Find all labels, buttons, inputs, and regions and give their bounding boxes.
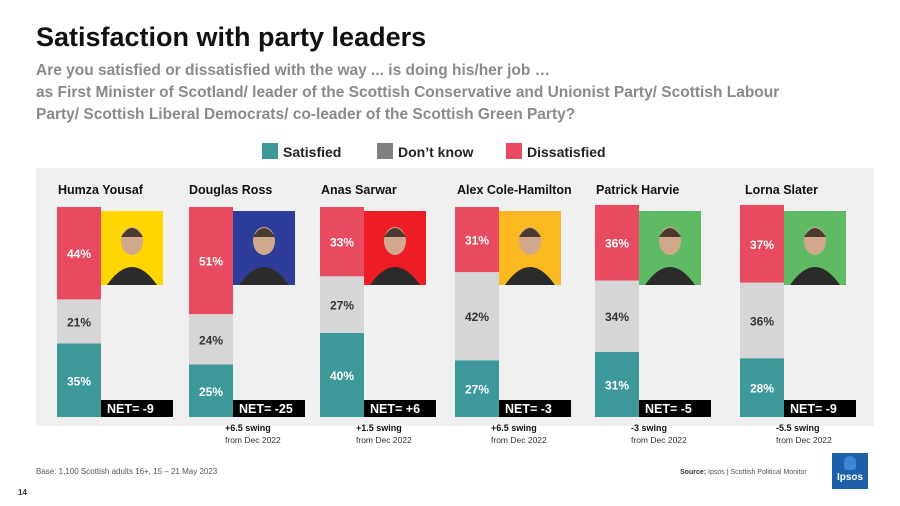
question-line-1: Are you satisfied or dissatisfied with t… bbox=[36, 62, 551, 79]
legend-label-satisfied: Satisfied bbox=[283, 144, 342, 160]
net-label-anas-sarwar: NET= +6 bbox=[370, 402, 420, 416]
data-label-dissatisfied-anas-sarwar: 33% bbox=[330, 236, 354, 250]
data-label-don-t-know-alex-cole-hamilton: 42% bbox=[465, 310, 489, 324]
data-label-satisfied-douglas-ross: 25% bbox=[199, 385, 223, 399]
ipsos-logo: Ipsos bbox=[832, 453, 868, 489]
leader-photo-shoulders-douglas-ross bbox=[239, 267, 289, 285]
bar-satisfied-humza-yousaf bbox=[57, 343, 101, 417]
swing-note-anas-sarwar: from Dec 2022 bbox=[356, 435, 412, 445]
swing-value-patrick-harvie: -3 swing bbox=[631, 423, 667, 433]
bar-dissatisfied-anas-sarwar bbox=[320, 207, 364, 277]
legend-label-dissatisfied: Dissatisfied bbox=[527, 144, 606, 160]
net-label-patrick-harvie: NET= -5 bbox=[645, 402, 692, 416]
question-line-2: as First Minister of Scotland/ leader of… bbox=[36, 84, 780, 101]
data-label-dissatisfied-alex-cole-hamilton: 31% bbox=[465, 234, 489, 248]
legend-label-dont-know: Don’t know bbox=[398, 144, 474, 160]
net-label-douglas-ross: NET= -25 bbox=[239, 402, 293, 416]
swing-note-douglas-ross: from Dec 2022 bbox=[225, 435, 281, 445]
page-number: 14 bbox=[18, 488, 27, 497]
bar-don-t-know-douglas-ross bbox=[189, 314, 233, 365]
bar-satisfied-alex-cole-hamilton bbox=[455, 360, 499, 417]
leader-photo-shoulders-humza-yousaf bbox=[107, 267, 157, 285]
leader-photo-hair-alex-cole-hamilton bbox=[519, 228, 541, 237]
bar-dissatisfied-humza-yousaf bbox=[57, 207, 101, 300]
leader-photo-hair-anas-sarwar bbox=[384, 228, 406, 237]
base-note: Base: 1,100 Scottish adults 16+, 15 – 21… bbox=[36, 467, 218, 476]
swing-note-lorna-slater: from Dec 2022 bbox=[776, 435, 832, 445]
source-note: Source: Ipsos | Scottish Political Monit… bbox=[680, 469, 807, 476]
bar-don-t-know-patrick-harvie bbox=[595, 280, 639, 352]
data-label-dissatisfied-douglas-ross: 51% bbox=[199, 255, 223, 269]
legend-swatch-dont-know bbox=[377, 143, 393, 159]
net-box-douglas-ross bbox=[233, 400, 305, 417]
bar-satisfied-patrick-harvie bbox=[595, 351, 639, 417]
bar-satisfied-anas-sarwar bbox=[320, 333, 364, 417]
bar-dissatisfied-patrick-harvie bbox=[595, 204, 639, 281]
data-label-don-t-know-patrick-harvie: 34% bbox=[605, 310, 629, 324]
leader-photo-shoulders-lorna-slater bbox=[790, 267, 840, 285]
source-label: Source: bbox=[680, 469, 707, 476]
swing-value-lorna-slater: -5.5 swing bbox=[776, 423, 820, 433]
swing-value-anas-sarwar: +1.5 swing bbox=[356, 423, 402, 433]
bar-dissatisfied-alex-cole-hamilton bbox=[455, 207, 499, 273]
leader-name-lorna-slater: Lorna Slater bbox=[745, 183, 818, 197]
source-text: Ipsos | Scottish Political Monitor bbox=[708, 469, 807, 476]
data-label-dissatisfied-patrick-harvie: 36% bbox=[605, 237, 629, 251]
bar-don-t-know-alex-cole-hamilton bbox=[455, 272, 499, 361]
data-label-dissatisfied-humza-yousaf: 44% bbox=[67, 247, 91, 261]
data-label-satisfied-patrick-harvie: 31% bbox=[605, 378, 629, 392]
leader-photo-shoulders-patrick-harvie bbox=[645, 267, 695, 285]
leader-name-douglas-ross: Douglas Ross bbox=[189, 183, 272, 197]
leader-name-humza-yousaf: Humza Yousaf bbox=[58, 183, 144, 197]
swing-note-patrick-harvie: from Dec 2022 bbox=[631, 435, 687, 445]
leader-photo-hair-douglas-ross bbox=[253, 228, 275, 237]
data-label-don-t-know-anas-sarwar: 27% bbox=[330, 299, 354, 313]
net-box-humza-yousaf bbox=[101, 400, 173, 417]
leader-name-anas-sarwar: Anas Sarwar bbox=[321, 183, 397, 197]
net-box-anas-sarwar bbox=[364, 400, 436, 417]
data-label-don-t-know-humza-yousaf: 21% bbox=[67, 315, 91, 329]
net-box-patrick-harvie bbox=[639, 400, 711, 417]
net-box-lorna-slater bbox=[784, 400, 856, 417]
question-text: Are you satisfied or dissatisfied with t… bbox=[36, 60, 876, 126]
data-label-satisfied-humza-yousaf: 35% bbox=[67, 374, 91, 388]
bar-satisfied-douglas-ross bbox=[189, 364, 233, 417]
swing-note-alex-cole-hamilton: from Dec 2022 bbox=[491, 435, 547, 445]
question-line-3: Party/ Scottish Liberal Democrats/ co-le… bbox=[36, 106, 576, 123]
data-label-satisfied-anas-sarwar: 40% bbox=[330, 369, 354, 383]
net-box-alex-cole-hamilton bbox=[499, 400, 571, 417]
net-label-lorna-slater: NET= -9 bbox=[790, 402, 837, 416]
net-label-alex-cole-hamilton: NET= -3 bbox=[505, 402, 552, 416]
bar-satisfied-lorna-slater bbox=[740, 358, 784, 417]
leader-name-alex-cole-hamilton: Alex Cole-Hamilton bbox=[457, 183, 572, 197]
bar-dissatisfied-douglas-ross bbox=[189, 207, 233, 315]
swing-value-alex-cole-hamilton: +6.5 swing bbox=[491, 423, 537, 433]
bar-dissatisfied-lorna-slater bbox=[740, 204, 784, 283]
ipsos-logo-text: Ipsos bbox=[836, 472, 864, 483]
data-label-dissatisfied-lorna-slater: 37% bbox=[750, 238, 774, 252]
swing-value-douglas-ross: +6.5 swing bbox=[225, 423, 271, 433]
data-label-don-t-know-lorna-slater: 36% bbox=[750, 314, 774, 328]
legend-swatch-dissatisfied bbox=[506, 143, 522, 159]
data-label-satisfied-lorna-slater: 28% bbox=[750, 382, 774, 396]
leader-photo-hair-humza-yousaf bbox=[121, 228, 143, 237]
data-label-satisfied-alex-cole-hamilton: 27% bbox=[465, 383, 489, 397]
net-label-humza-yousaf: NET= -9 bbox=[107, 402, 154, 416]
ipsos-logo-mark bbox=[844, 456, 856, 470]
bar-don-t-know-humza-yousaf bbox=[57, 299, 101, 344]
data-label-don-t-know-douglas-ross: 24% bbox=[199, 333, 223, 347]
leader-photo-shoulders-alex-cole-hamilton bbox=[505, 267, 555, 285]
leader-name-patrick-harvie: Patrick Harvie bbox=[596, 183, 679, 197]
bar-don-t-know-anas-sarwar bbox=[320, 276, 364, 333]
legend-swatch-satisfied bbox=[262, 143, 278, 159]
bar-don-t-know-lorna-slater bbox=[740, 282, 784, 359]
leader-photo-shoulders-anas-sarwar bbox=[370, 267, 420, 285]
leader-photo-hair-lorna-slater bbox=[804, 228, 826, 237]
leader-photo-hair-patrick-harvie bbox=[659, 228, 681, 237]
page-title: Satisfaction with party leaders bbox=[36, 22, 427, 52]
